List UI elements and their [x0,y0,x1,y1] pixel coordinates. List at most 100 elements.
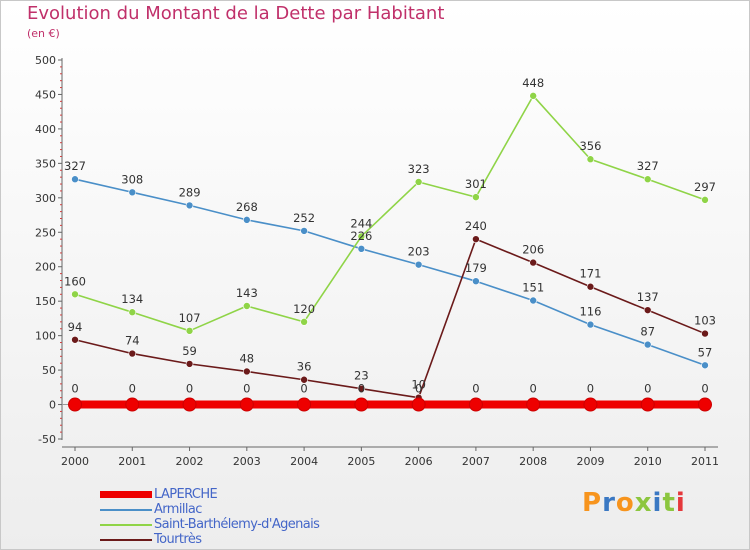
data-label: 171 [579,267,601,281]
chart-subtitle: (en €) [27,27,60,40]
data-label: 94 [68,320,83,334]
x-tick-label: 2003 [233,455,261,468]
data-point [586,320,595,329]
data-label: 297 [694,180,716,194]
data-label: 301 [465,177,487,191]
data-point [698,397,712,412]
data-point [472,235,480,243]
data-label: 160 [64,274,86,288]
data-label: 0 [300,382,307,396]
y-tick-label: 100 [35,330,56,343]
data-label: 308 [121,172,143,186]
x-tick-label: 2009 [576,455,604,468]
data-point [701,361,709,370]
data-label: 143 [236,286,258,300]
data-label: 87 [640,325,655,339]
y-tick-label: 300 [35,192,56,205]
data-label: 120 [293,302,315,316]
data-point [300,227,308,235]
data-point [71,175,79,184]
data-point [128,188,137,197]
legend-label-tourtres: Tourtrès [154,532,202,547]
legend-label-laperche: LAPERCHE [154,487,218,502]
logo-letter: o [615,488,635,518]
data-point [357,232,366,241]
data-label: 134 [121,292,143,306]
data-point [68,397,82,412]
data-point [243,367,251,376]
data-label: 0 [358,382,365,396]
data-label: 203 [408,245,430,259]
y-tick-label: 350 [35,157,56,170]
data-point [354,397,369,412]
chart-title: Evolution du Montant de la Dette par Hab… [27,3,445,24]
logo-letter: i [652,488,663,518]
y-tick-label: -50 [38,433,56,446]
data-point [529,258,537,267]
data-label: 107 [179,311,201,325]
data-point [411,397,426,412]
data-point [472,193,480,201]
x-tick-label: 2005 [347,455,375,468]
data-point [529,92,537,100]
data-label: 0 [129,382,136,396]
legend-item-laperche: LAPERCHE [100,487,400,503]
legend-swatch-armillac [100,509,152,511]
data-point [701,196,709,204]
logo-letter: r [602,488,616,518]
data-label: 23 [354,369,369,383]
y-tick-label: 200 [35,261,56,274]
data-label: 0 [243,382,250,396]
series-line-2 [74,95,706,332]
legend-swatch-saint-barthelemy [100,524,152,526]
data-label: 252 [293,211,315,225]
data-label: 323 [408,162,430,176]
y-tick-label: 0 [49,399,56,412]
data-label: 116 [579,305,601,319]
legend-label-armillac: Armillac [154,502,202,517]
data-label: 0 [472,382,479,396]
legend-label-saint-barthelemy: Saint-Barthélemy-d'Agenais [154,517,320,532]
data-point [468,397,483,412]
data-point [357,245,366,253]
data-label: 0 [186,382,193,396]
series-line-3 [74,238,706,399]
data-label: 0 [587,382,594,396]
data-label: 36 [297,360,312,374]
legend-swatch-laperche [100,491,152,498]
x-tick-label: 2002 [176,455,204,468]
data-label: 57 [698,345,713,359]
data-label: 448 [522,76,544,90]
data-point [643,175,652,184]
data-label: 0 [644,382,651,396]
legend-item-armillac: Armillac [100,502,400,518]
data-point [243,216,251,224]
data-label: 151 [522,280,544,294]
data-point [300,318,308,326]
x-tick-label: 2007 [462,455,490,468]
logo-letter: t [662,488,676,518]
series-line-1 [74,178,706,367]
x-tick-label: 2008 [519,455,547,468]
data-label: 59 [182,344,197,358]
proxiti-logo: Proxiti [582,488,686,518]
data-point [71,335,79,344]
data-point [414,260,423,269]
x-tick-label: 2010 [634,455,662,468]
data-point [583,397,598,412]
data-label: 206 [522,243,544,257]
data-point [300,375,308,384]
data-point [128,349,137,358]
data-point [526,397,541,412]
data-point [185,327,194,335]
data-point [185,360,194,368]
data-point [182,397,197,412]
data-label: 327 [637,159,659,173]
data-label: 74 [125,334,140,348]
data-point [71,290,79,299]
data-point [297,397,312,412]
data-label: 289 [179,185,201,199]
logo-letter: x [634,488,653,518]
x-tick-label: 2011 [691,455,719,468]
